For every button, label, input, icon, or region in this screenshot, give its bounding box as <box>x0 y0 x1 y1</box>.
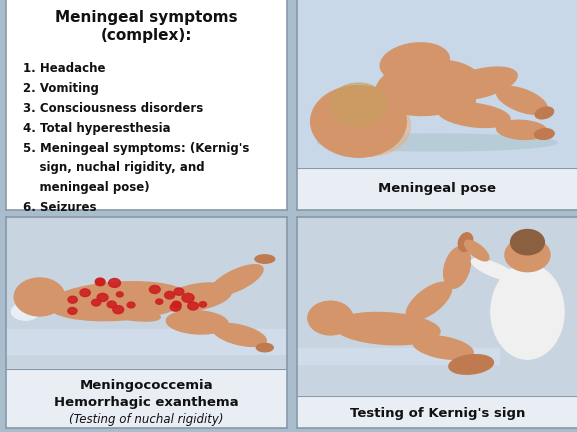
Ellipse shape <box>376 60 482 115</box>
Text: sign, nuchal rigidity, and: sign, nuchal rigidity, and <box>23 162 204 175</box>
Circle shape <box>117 292 123 297</box>
Circle shape <box>97 293 108 302</box>
Ellipse shape <box>442 67 517 100</box>
Ellipse shape <box>163 283 231 311</box>
Circle shape <box>113 305 123 314</box>
Ellipse shape <box>255 255 275 263</box>
Text: meningeal pose): meningeal pose) <box>23 181 149 194</box>
Ellipse shape <box>334 312 440 345</box>
Circle shape <box>14 278 65 316</box>
Circle shape <box>127 302 135 308</box>
Ellipse shape <box>54 298 76 308</box>
Circle shape <box>330 83 387 126</box>
Circle shape <box>164 291 175 299</box>
Circle shape <box>182 293 194 302</box>
Ellipse shape <box>213 324 267 346</box>
Text: Testing of Kernig's sign: Testing of Kernig's sign <box>350 407 525 420</box>
Ellipse shape <box>535 107 553 119</box>
Circle shape <box>511 229 544 255</box>
Ellipse shape <box>104 307 160 321</box>
Text: Meningeal symptoms
(complex):: Meningeal symptoms (complex): <box>55 10 238 43</box>
Circle shape <box>108 279 121 287</box>
Ellipse shape <box>471 259 516 280</box>
Text: 3. Consciousness disorders: 3. Consciousness disorders <box>23 102 203 115</box>
Ellipse shape <box>449 355 493 374</box>
Circle shape <box>199 302 207 307</box>
Circle shape <box>80 289 90 297</box>
Text: 1. Headache: 1. Headache <box>23 62 105 75</box>
Circle shape <box>505 238 550 272</box>
Circle shape <box>95 278 105 285</box>
Circle shape <box>96 279 105 286</box>
Circle shape <box>172 301 180 307</box>
Ellipse shape <box>413 336 473 359</box>
Ellipse shape <box>497 120 547 140</box>
Ellipse shape <box>444 247 470 288</box>
Text: 5. Meningeal symptoms: (Kernig's: 5. Meningeal symptoms: (Kernig's <box>23 142 249 155</box>
Ellipse shape <box>496 86 547 114</box>
Ellipse shape <box>433 85 475 116</box>
Circle shape <box>149 286 160 293</box>
Text: 2. Vomiting: 2. Vomiting <box>23 82 99 95</box>
Ellipse shape <box>210 265 263 295</box>
Ellipse shape <box>491 264 564 359</box>
Bar <box>6 368 287 428</box>
Circle shape <box>308 301 353 335</box>
Bar <box>297 168 577 210</box>
Bar <box>297 396 577 428</box>
Ellipse shape <box>166 311 228 334</box>
Ellipse shape <box>406 282 452 320</box>
Text: (Testing of nuchal rigidity): (Testing of nuchal rigidity) <box>69 413 224 426</box>
Circle shape <box>188 302 198 310</box>
Text: 4. Total hyperesthesia: 4. Total hyperesthesia <box>23 122 170 135</box>
Circle shape <box>310 86 406 157</box>
Circle shape <box>68 296 77 303</box>
Ellipse shape <box>438 103 510 127</box>
Text: Meningeal pose: Meningeal pose <box>379 182 496 195</box>
Text: Meningococcemia: Meningococcemia <box>80 379 213 392</box>
Ellipse shape <box>534 129 554 140</box>
Bar <box>297 348 499 365</box>
Circle shape <box>170 303 181 311</box>
Ellipse shape <box>380 43 449 82</box>
Ellipse shape <box>464 240 489 261</box>
Text: Hemorrhagic exanthema: Hemorrhagic exanthema <box>54 396 239 409</box>
Ellipse shape <box>318 134 557 151</box>
Bar <box>6 329 287 354</box>
Circle shape <box>92 299 100 306</box>
Circle shape <box>107 301 116 308</box>
Ellipse shape <box>48 282 189 321</box>
Ellipse shape <box>368 95 406 114</box>
Circle shape <box>329 95 410 156</box>
Circle shape <box>68 308 77 314</box>
Ellipse shape <box>458 233 473 251</box>
Circle shape <box>156 299 163 304</box>
Circle shape <box>174 288 184 295</box>
Ellipse shape <box>12 303 40 320</box>
Ellipse shape <box>256 343 273 352</box>
Text: 6. Seizures: 6. Seizures <box>23 201 96 214</box>
Circle shape <box>173 302 181 308</box>
